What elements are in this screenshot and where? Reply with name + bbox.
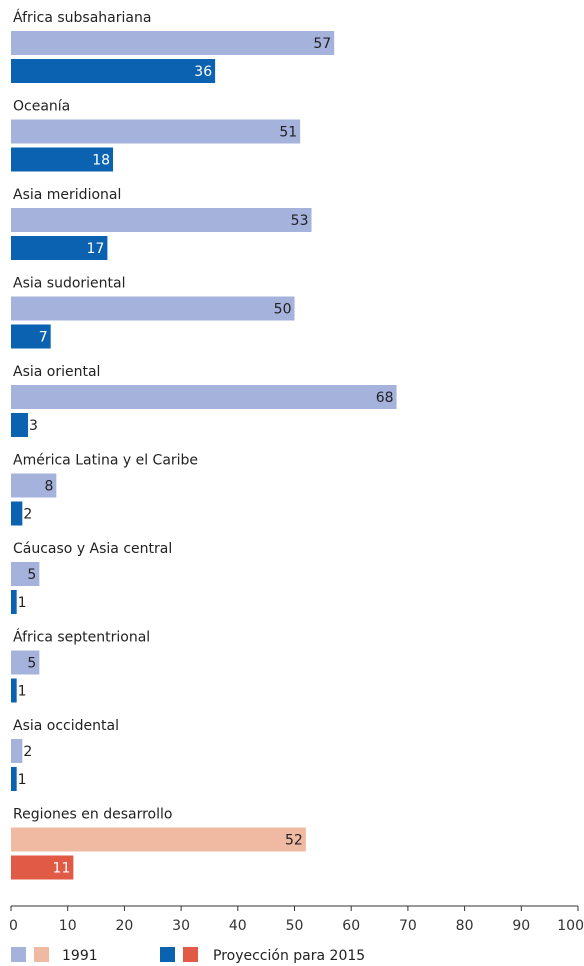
data-label: 2 <box>23 744 32 760</box>
x-axis: 0 10 20 30 40 50 60 70 80 90 100 <box>9 905 584 934</box>
x-tick-label: 40 <box>229 918 247 934</box>
x-tick-label: 50 <box>286 918 304 934</box>
x-tick-label: 20 <box>115 918 133 934</box>
bar-1991 <box>11 473 57 498</box>
bar-2015 <box>11 236 108 260</box>
x-tick-label: 80 <box>456 918 474 934</box>
bar-group: Asia oriental 68 3 <box>11 364 397 437</box>
bar-group: Asia occidental 2 1 <box>11 718 119 791</box>
data-label: 5 <box>27 656 36 672</box>
bar-group: Asia meridional 53 17 <box>11 187 312 260</box>
category-label: Asia meridional <box>13 187 121 203</box>
bar-1991 <box>11 119 301 144</box>
x-tick-label: 90 <box>512 918 530 934</box>
data-label: 3 <box>29 418 38 434</box>
legend: 1991 Proyección para 2015 <box>11 947 365 964</box>
x-tick-label: 0 <box>9 918 18 934</box>
bar-2015 <box>11 590 17 614</box>
category-label: Oceanía <box>13 99 70 115</box>
bar-2015 <box>11 767 17 791</box>
bar-1991 <box>11 650 40 675</box>
data-label: 50 <box>274 302 292 318</box>
bar-1991 <box>11 208 312 232</box>
bar-1991 <box>11 562 40 586</box>
bar-group: África subsahariana 57 36 <box>11 9 335 83</box>
legend-swatch-2015-blue <box>160 947 175 962</box>
category-label: Asia sudoriental <box>13 276 126 292</box>
bar-group: Asia sudoriental 50 7 <box>11 276 295 349</box>
bar-1991 <box>11 385 397 409</box>
data-label: 17 <box>87 241 105 257</box>
data-label: 1 <box>18 772 27 788</box>
bar-2015 <box>11 855 74 880</box>
data-label: 52 <box>285 833 303 849</box>
x-tick-label: 100 <box>557 918 584 934</box>
bar-2015 <box>11 59 216 83</box>
bar-1991 <box>11 827 306 852</box>
data-label: 5 <box>27 567 36 583</box>
data-label: 18 <box>92 153 110 169</box>
legend-label-2015: Proyección para 2015 <box>213 948 365 964</box>
category-label: Asia oriental <box>13 364 100 380</box>
bar-group: América Latina y el Caribe 82 <box>11 453 198 526</box>
data-label: 68 <box>376 390 394 406</box>
bar-1991 <box>11 31 335 55</box>
data-label: 1 <box>18 595 27 611</box>
data-label: 8 <box>44 479 53 495</box>
bar-group: Oceanía 51 18 <box>11 99 301 172</box>
data-label: 51 <box>279 125 297 141</box>
data-label: 2 <box>23 507 32 523</box>
x-tick-label: 70 <box>399 918 417 934</box>
data-label: 1 <box>18 684 27 700</box>
legend-swatch-1991-pink <box>34 947 49 962</box>
legend-label-1991: 1991 <box>62 948 98 964</box>
data-label: 7 <box>39 330 48 346</box>
bar-group: Cáucaso y Asia central 51 <box>11 541 172 614</box>
category-label: América Latina y el Caribe <box>13 453 198 469</box>
x-tick-label: 30 <box>172 918 190 934</box>
bar-1991 <box>11 296 295 321</box>
legend-swatch-1991-blue <box>11 947 26 962</box>
bar-2015 <box>11 678 17 703</box>
data-label: 53 <box>291 213 309 229</box>
category-label: África subsahariana <box>13 9 151 26</box>
legend-swatch-2015-red <box>183 947 198 962</box>
bar-group: Regiones en desarrollo 52 11 <box>11 807 306 880</box>
category-label: Cáucaso y Asia central <box>13 541 172 557</box>
bar-1991 <box>11 739 23 763</box>
bar-2015 <box>11 413 29 437</box>
category-label: Asia occidental <box>13 718 119 734</box>
bar-2015 <box>11 147 114 172</box>
data-label: 36 <box>194 64 212 80</box>
x-tick-label: 10 <box>59 918 77 934</box>
data-label: 11 <box>53 861 71 877</box>
category-label: Regiones en desarrollo <box>13 807 172 823</box>
x-tick-label: 60 <box>342 918 360 934</box>
category-label: África septentrional <box>13 629 150 646</box>
bar-2015 <box>11 324 51 349</box>
data-label: 57 <box>313 36 331 52</box>
bar-2015 <box>11 501 23 526</box>
bar-group: África septentrional 51 <box>11 629 150 703</box>
